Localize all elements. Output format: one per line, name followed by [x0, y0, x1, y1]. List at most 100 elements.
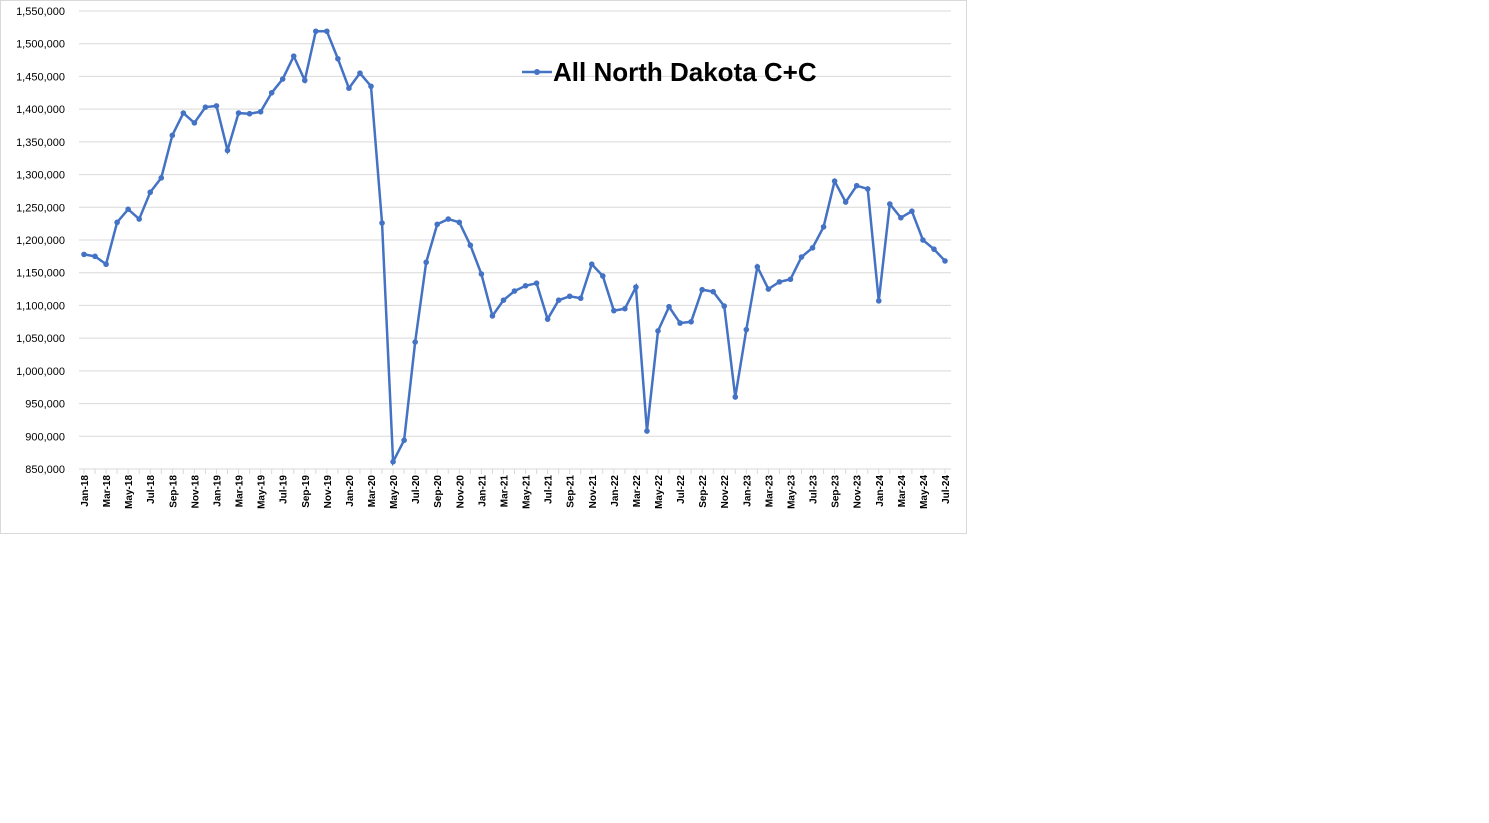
data-point: [202, 104, 209, 110]
y-tick-label: 900,000: [25, 431, 65, 443]
data-point: [710, 288, 716, 295]
data-point: [92, 253, 98, 260]
data-point: [544, 316, 551, 322]
x-tick-label: Sep-22: [698, 475, 709, 508]
data-point: [489, 313, 496, 319]
x-tick-label: Mar-24: [897, 475, 908, 508]
x-tick-label: May-21: [522, 475, 533, 509]
data-point: [732, 394, 739, 400]
data-point: [931, 246, 937, 252]
x-tick-label: Sep-18: [168, 475, 179, 508]
legend-label: All North Dakota C+C: [553, 57, 817, 87]
x-tick-label: Nov-19: [323, 475, 334, 509]
data-point: [125, 206, 131, 213]
y-tick-label: 1,350,000: [16, 137, 65, 149]
data-point: [555, 297, 562, 303]
x-tick-label: May-24: [919, 475, 930, 509]
data-point: [423, 259, 429, 266]
y-tick-label: 950,000: [25, 399, 65, 411]
x-tick-label: Jul-24: [941, 475, 952, 504]
data-point: [368, 83, 374, 90]
x-tick-label: Jul-18: [146, 475, 157, 504]
x-tick-label: Mar-22: [632, 475, 643, 508]
data-point: [887, 201, 893, 207]
data-point: [103, 261, 109, 268]
x-tick-label: Mar-20: [367, 475, 378, 508]
data-point: [235, 110, 242, 116]
x-tick-label: May-22: [654, 475, 665, 509]
data-point: [622, 305, 628, 312]
x-tick-label: May-19: [257, 475, 268, 509]
y-tick-label: 1,500,000: [16, 39, 65, 51]
data-point: [600, 273, 606, 279]
x-tick-label: Mar-21: [499, 475, 510, 508]
data-point: [721, 303, 728, 309]
y-tick-label: 1,300,000: [16, 170, 65, 182]
data-point: [522, 283, 529, 289]
x-tick-label: Nov-21: [588, 475, 599, 509]
x-tick-label: May-23: [786, 475, 797, 509]
data-point: [434, 221, 441, 228]
x-tick-label: Jan-20: [345, 475, 356, 507]
y-tick-label: 1,250,000: [16, 202, 65, 214]
x-tick-label: Nov-22: [720, 475, 731, 509]
data-point: [456, 219, 463, 226]
data-point: [357, 70, 363, 76]
data-point: [765, 286, 772, 292]
x-tick-label: Jul-19: [279, 475, 290, 504]
data-point: [224, 147, 231, 154]
x-tick-label: Mar-18: [102, 475, 113, 508]
y-tick-label: 1,150,000: [16, 268, 65, 280]
data-point: [114, 219, 120, 226]
data-point: [445, 216, 452, 222]
x-tick-label: Sep-21: [566, 475, 577, 508]
chart-border: [0, 0, 967, 534]
y-tick-label: 1,100,000: [16, 300, 65, 312]
data-point: [909, 208, 915, 215]
data-point: [611, 307, 617, 314]
data-point: [169, 132, 176, 139]
data-point: [191, 120, 198, 126]
data-point: [401, 437, 407, 444]
x-tick-label: Jan-19: [212, 475, 223, 507]
data-point: [776, 279, 783, 285]
legend-marker: [534, 69, 540, 75]
data-point: [147, 189, 154, 196]
x-tick-label: May-20: [389, 475, 400, 509]
data-point: [246, 110, 253, 117]
data-point: [577, 295, 584, 302]
data-point: [633, 284, 639, 290]
data-point: [743, 326, 750, 333]
y-tick-label: 1,450,000: [16, 71, 65, 83]
data-point: [158, 175, 165, 181]
data-point: [842, 199, 849, 205]
data-point: [279, 76, 286, 82]
data-point: [324, 28, 330, 35]
data-point: [920, 237, 926, 243]
data-point: [412, 339, 418, 345]
x-tick-label: Jul-22: [676, 475, 687, 504]
data-point: [864, 186, 871, 192]
data-point: [379, 220, 385, 226]
x-tick-label: Nov-23: [853, 475, 864, 509]
data-point: [478, 271, 485, 277]
data-point: [942, 258, 948, 264]
x-tick-label: Jan-21: [477, 475, 488, 507]
y-tick-label: 1,050,000: [16, 333, 65, 345]
data-point: [136, 216, 142, 222]
data-point: [533, 280, 540, 286]
y-tick-label: 1,400,000: [16, 104, 65, 116]
data-point: [754, 264, 761, 270]
x-tick-label: Jan-22: [610, 475, 621, 507]
data-point: [346, 85, 352, 92]
data-point: [809, 245, 816, 251]
data-point: [644, 428, 650, 434]
data-point: [666, 303, 672, 310]
x-tick-label: Jan-18: [80, 475, 91, 507]
x-tick-label: Jan-24: [875, 475, 886, 507]
y-tick-label: 1,200,000: [16, 235, 65, 247]
data-point: [898, 214, 904, 221]
data-point: [335, 55, 341, 62]
data-point: [831, 178, 838, 184]
